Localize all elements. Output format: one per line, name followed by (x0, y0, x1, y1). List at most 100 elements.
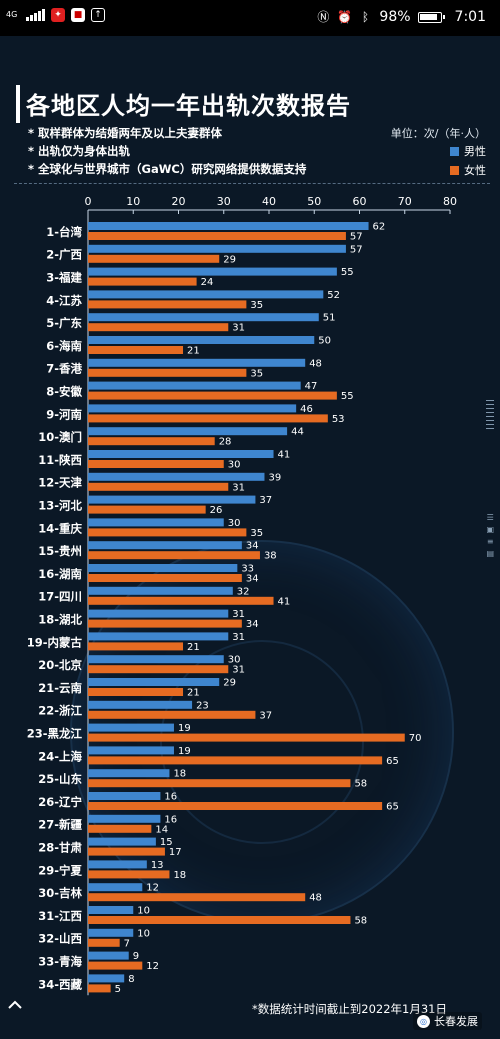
bar-female (88, 642, 184, 651)
data-label-male: 23 (196, 700, 209, 711)
x-tick-label: 50 (307, 195, 321, 208)
bar-female (88, 460, 224, 468)
data-label-female: 5 (115, 984, 121, 995)
data-label-female: 70 (409, 733, 422, 744)
side-image-icon[interactable]: ▤ (486, 549, 494, 558)
data-label-male: 12 (146, 883, 159, 894)
status-bar: 4G ✦ ■ ↑ Ⓝ ⏰ ᛒ 98% 7:01 (0, 0, 500, 36)
category-label: 5-广东 (46, 316, 82, 330)
bar-male (88, 450, 274, 458)
bar-female (88, 254, 220, 263)
data-label-female: 65 (386, 802, 399, 813)
data-label-male: 32 (237, 586, 250, 597)
category-label: 29-宁夏 (38, 863, 82, 877)
side-list-icon[interactable]: ≡ (486, 537, 494, 546)
data-label-male: 16 (164, 814, 177, 825)
bar-male (88, 814, 161, 823)
bar-male (88, 792, 161, 800)
x-tick-label: 0 (85, 195, 92, 208)
category-label: 30-吉林 (38, 886, 82, 900)
data-label-male: 10 (137, 928, 150, 939)
legend-male: 男性 (450, 142, 486, 161)
unit-label: 单位：次/（年·人） (390, 127, 486, 140)
bar-male (88, 518, 224, 527)
bar-female (88, 847, 165, 856)
bar-female (88, 893, 306, 902)
bar-female (88, 619, 242, 628)
data-label-female: 26 (210, 505, 223, 516)
bar-female (88, 756, 383, 765)
side-icons: ☰ ▣ ≡ ▤ (486, 512, 494, 560)
data-label-female: 35 (250, 300, 263, 311)
bar-female (88, 277, 197, 286)
side-menu-icon[interactable]: ☰ (486, 513, 494, 522)
bar-male (88, 906, 134, 914)
data-label-female: 12 (146, 961, 159, 972)
bar-female (88, 368, 247, 377)
legend-female-swatch (450, 166, 459, 175)
data-label-male: 48 (309, 358, 322, 369)
legend-male-swatch (450, 147, 459, 156)
bar-female (88, 323, 229, 332)
data-label-male: 30 (228, 518, 241, 529)
data-label-male: 13 (151, 860, 164, 871)
bar-female (88, 414, 328, 423)
data-label-female: 30 (228, 460, 241, 471)
scroll-indicator[interactable] (486, 400, 494, 432)
category-label: 27-新疆 (38, 818, 82, 832)
side-box-icon[interactable]: ▣ (486, 525, 494, 534)
bar-female (88, 733, 405, 742)
bar-female (88, 961, 143, 970)
x-tick-label: 60 (353, 195, 367, 208)
status-right: Ⓝ ⏰ ᛒ 98% 7:01 (316, 9, 486, 25)
bar-female (88, 938, 120, 947)
data-label-female: 17 (169, 847, 182, 858)
bar-female (88, 551, 260, 560)
data-label-female: 35 (250, 528, 263, 539)
bar-male (88, 222, 369, 230)
category-label: 34-西藏 (38, 977, 82, 991)
data-label-female: 41 (278, 596, 291, 607)
bluetooth-icon: ᛒ (361, 10, 370, 24)
data-label-female: 35 (250, 368, 263, 379)
category-label: 20-北京 (38, 658, 82, 672)
data-label-female: 53 (332, 414, 345, 425)
category-label: 18-湖北 (38, 613, 82, 627)
data-label-male: 19 (178, 723, 191, 734)
bar-female (88, 710, 256, 719)
category-label: 33-青海 (38, 955, 82, 969)
bar-male (88, 358, 306, 367)
category-label: 19-内蒙古 (27, 635, 83, 649)
data-label-male: 44 (291, 427, 304, 438)
upload-app-icon: ↑ (91, 8, 105, 22)
data-label-male: 46 (300, 404, 313, 415)
chevron-up-icon[interactable] (6, 996, 24, 1014)
brand-badge[interactable]: ◎ 长春发展 (413, 1012, 482, 1030)
data-label-female: 7 (124, 938, 130, 949)
data-label-male: 50 (318, 336, 331, 347)
battery-percent: 98% (379, 9, 411, 25)
category-label: 26-辽宁 (38, 795, 82, 809)
bar-male (88, 655, 224, 664)
data-label-male: 9 (133, 951, 139, 962)
data-label-female: 21 (187, 346, 200, 357)
bar-male (88, 678, 220, 686)
footer-note: *数据统计时间截止到2022年1月31日 (252, 1002, 447, 1016)
bar-female (88, 779, 351, 788)
bar-male (88, 769, 170, 778)
data-label-female: 28 (219, 437, 232, 448)
bar-male (88, 586, 233, 595)
data-label-female: 37 (259, 710, 272, 721)
category-label: 22-浙江 (38, 704, 82, 718)
category-label: 31-江西 (38, 909, 82, 923)
category-label: 4-江苏 (46, 293, 82, 307)
data-label-female: 31 (232, 323, 245, 334)
data-label-female: 24 (201, 277, 214, 288)
category-label: 16-湖南 (38, 567, 82, 581)
category-label: 25-山东 (38, 772, 82, 786)
data-label-male: 15 (160, 837, 173, 848)
bar-male (88, 632, 229, 641)
data-label-female: 38 (264, 551, 277, 562)
bar-male (88, 564, 238, 572)
